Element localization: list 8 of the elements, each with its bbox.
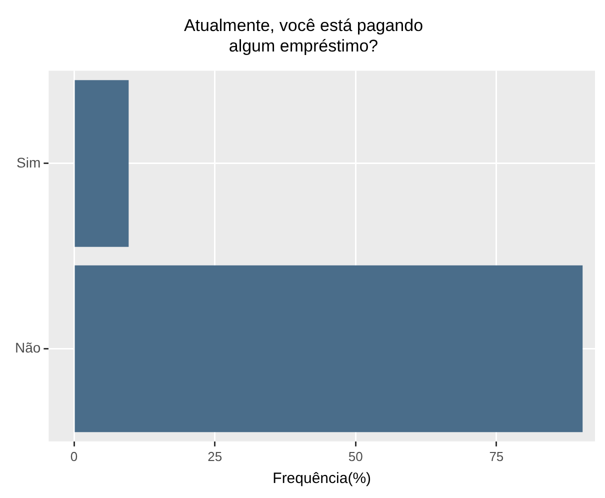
chart-title: Atualmente, você está pagando algum empréstimo?	[184, 16, 424, 56]
x-tick-label: 75	[489, 448, 504, 464]
y-tick-label: Sim	[16, 154, 41, 170]
x-tick-label: 25	[208, 448, 222, 464]
y-tick-label: Não	[14, 340, 41, 356]
x-tick-label: 50	[348, 448, 363, 464]
x-axis-title: Frequência(%)	[272, 470, 372, 488]
x-tick-label: 0	[70, 448, 78, 464]
